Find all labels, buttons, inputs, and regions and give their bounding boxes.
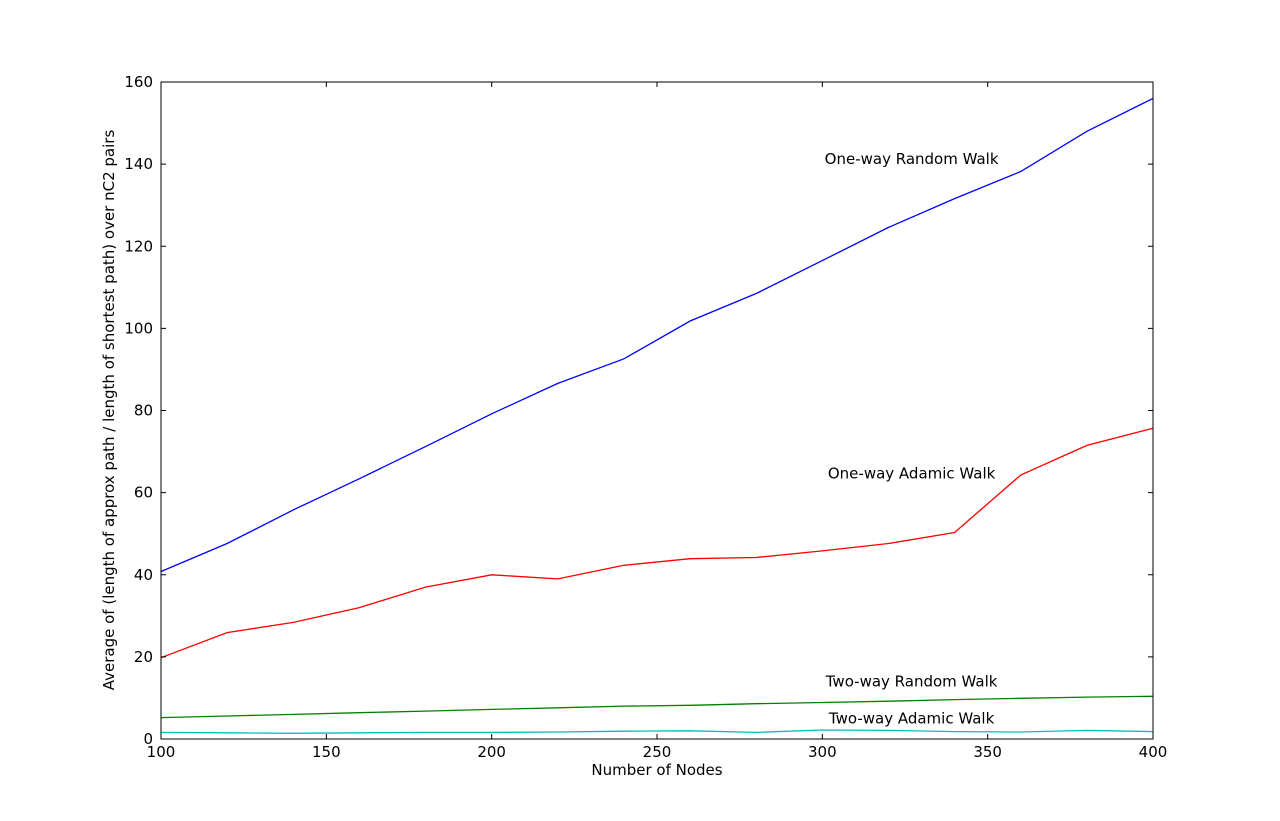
- y-tick-label-2: 40: [134, 566, 153, 584]
- series-label-layer: One-way Random Walk One-way Adamic Walk Tw…: [825, 150, 999, 727]
- series-label-0: One-way Random Walk: [825, 150, 999, 168]
- series-line-3: [160, 729, 1154, 734]
- y-tick-label-0: 0: [143, 730, 153, 748]
- y-tick-label-7: 140: [124, 155, 153, 173]
- series-layer: [160, 97, 1154, 734]
- x-tick-label-2: 200: [477, 743, 506, 761]
- y-axis-label: Average of (length of approx path / leng…: [100, 130, 118, 691]
- y-tick-label-4: 80: [134, 402, 153, 420]
- series-line-1: [160, 427, 1154, 659]
- x-tick-label-6: 400: [1139, 743, 1168, 761]
- x-tick-label-1: 150: [312, 743, 341, 761]
- x-axis-label: Number of Nodes: [591, 761, 722, 779]
- x-tick-label-3: 250: [643, 743, 672, 761]
- series-line-0: [160, 97, 1154, 573]
- tick-layer: 100 150 200 250 300 350 400 0 20 40 60 80 100 120 140 1…: [124, 73, 1167, 761]
- y-tick-label-3: 60: [134, 484, 153, 502]
- x-tick-label-5: 350: [973, 743, 1002, 761]
- series-label-1: One-way Adamic Walk: [828, 464, 996, 482]
- series-line-2: [160, 695, 1154, 719]
- y-tick-label-8: 160: [124, 73, 153, 91]
- y-tick-label-6: 120: [124, 237, 153, 255]
- series-label-3: Two-way Adamic Walk: [828, 709, 995, 727]
- x-tick-label-0: 100: [147, 743, 176, 761]
- y-tick-label-1: 20: [134, 648, 153, 666]
- y-tick-label-5: 100: [124, 319, 153, 337]
- x-tick-label-4: 300: [808, 743, 837, 761]
- series-label-2: Two-way Random Walk: [825, 672, 998, 690]
